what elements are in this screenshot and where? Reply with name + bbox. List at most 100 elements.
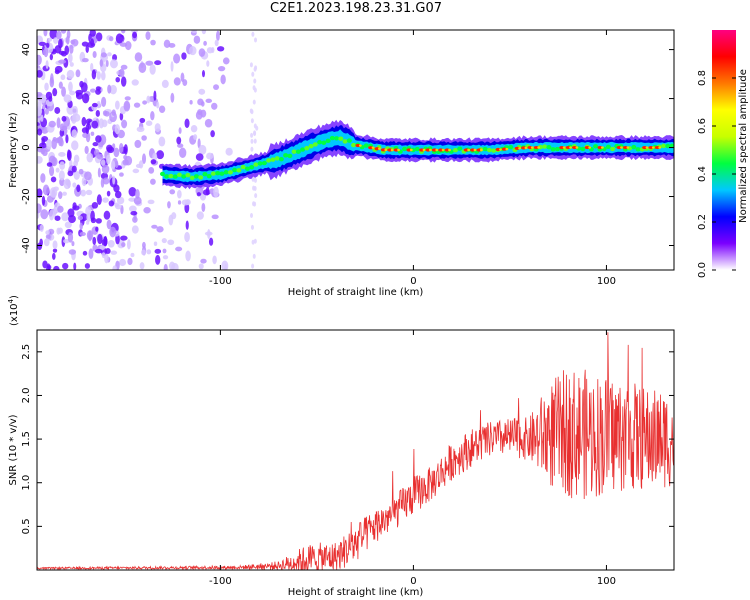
- noise-blob: [143, 207, 151, 214]
- noise-blob: [95, 89, 101, 95]
- track-core: [261, 160, 267, 166]
- noise-blob: [106, 154, 111, 165]
- track-peak: [384, 148, 388, 152]
- noise-blob: [196, 192, 201, 197]
- colorbar-tick-label: 0.8: [697, 70, 708, 86]
- noise-blob: [138, 62, 147, 74]
- noise-blob: [184, 118, 190, 128]
- noise-blob: [163, 39, 171, 49]
- noise-blob: [91, 69, 97, 80]
- noise-blob: [77, 215, 84, 221]
- y-tick-label: 1.0: [21, 475, 32, 491]
- noise-blob: [113, 147, 120, 158]
- noise-blob: [131, 79, 139, 86]
- noise-blob: [154, 248, 162, 254]
- noise-blob: [94, 248, 103, 254]
- noise-blob: [88, 248, 94, 260]
- noise-blob: [69, 90, 76, 96]
- noise-blob: [170, 92, 175, 103]
- track-peak: [499, 148, 502, 151]
- noise-blob: [120, 235, 128, 241]
- noise-blob: [79, 222, 83, 230]
- noise-blob: [141, 135, 147, 141]
- noise-blob: [65, 134, 69, 144]
- noise-blob: [221, 260, 229, 270]
- noise-blob: [253, 130, 257, 136]
- noise-blob: [71, 165, 77, 173]
- noise-blob: [252, 253, 256, 259]
- noise-blob: [179, 147, 187, 158]
- noise-blob: [253, 138, 257, 144]
- noise-blob: [150, 39, 156, 46]
- y-tick-label: 0: [21, 144, 32, 150]
- track-core: [283, 153, 289, 158]
- noise-blob: [54, 107, 61, 114]
- noise-blob: [142, 241, 146, 249]
- noise-blob: [96, 100, 101, 109]
- noise-blob: [206, 60, 210, 67]
- y-multiplier: (x104): [7, 295, 20, 326]
- track-peak: [620, 146, 623, 149]
- noise-blob: [217, 66, 226, 72]
- noise-blob: [251, 176, 255, 182]
- track-peak: [371, 146, 375, 149]
- signal-track: [159, 119, 674, 190]
- noise-blob: [253, 238, 257, 244]
- noise-blob: [120, 64, 128, 70]
- noise-blob: [103, 210, 111, 220]
- noise-blob: [80, 82, 88, 93]
- track-core: [631, 144, 637, 150]
- noise-blob: [190, 125, 198, 133]
- noise-blob: [251, 71, 255, 77]
- noise-blob: [73, 154, 80, 163]
- noise-blob: [205, 98, 213, 104]
- x-tick-label: 0: [410, 576, 416, 587]
- track-core: [325, 138, 331, 143]
- track-peak: [626, 146, 630, 149]
- track-peak: [645, 146, 649, 149]
- noise-blob: [132, 31, 138, 39]
- noise-blob: [68, 249, 77, 255]
- track-peak: [518, 147, 521, 150]
- noise-blob: [42, 149, 48, 157]
- noise-blob: [71, 129, 78, 138]
- noise-blob: [173, 77, 181, 86]
- noise-blob: [118, 172, 124, 177]
- noise-blob: [185, 250, 191, 262]
- noise-blob: [149, 64, 156, 75]
- track-core: [266, 158, 272, 163]
- track-core: [291, 149, 297, 154]
- noise-blob: [142, 100, 148, 105]
- track-peak: [448, 148, 451, 152]
- track-core: [593, 144, 599, 149]
- noise-blob: [85, 189, 93, 196]
- noise-blob: [110, 160, 116, 170]
- x-tick-label: 0: [410, 276, 416, 287]
- noise-blob: [201, 69, 206, 78]
- noise-blob: [90, 88, 96, 93]
- noise-blob: [118, 68, 125, 78]
- noise-blob: [176, 189, 182, 199]
- noise-blob: [60, 74, 66, 81]
- noise-blob: [163, 263, 168, 270]
- noise-blob: [68, 81, 73, 93]
- noise-blob: [75, 89, 84, 95]
- noise-blob: [37, 92, 43, 97]
- noise-blob: [42, 260, 48, 269]
- noise-blob: [189, 99, 193, 105]
- noise-blob: [37, 70, 43, 78]
- noise-blob: [156, 150, 165, 160]
- track-core: [227, 170, 233, 175]
- noise-blob: [72, 182, 77, 188]
- noise-blob: [95, 135, 102, 143]
- y-tick-label: 0.5: [21, 518, 32, 534]
- noise-blob: [212, 255, 217, 265]
- y-tick-label: 40: [21, 43, 32, 56]
- noise-blob: [37, 203, 42, 214]
- noise-blob: [81, 116, 87, 127]
- noise-blob: [155, 254, 161, 265]
- track-peak: [441, 148, 445, 152]
- noise-blob: [44, 108, 49, 115]
- noise-blob: [38, 41, 47, 46]
- noise-blob: [220, 74, 226, 85]
